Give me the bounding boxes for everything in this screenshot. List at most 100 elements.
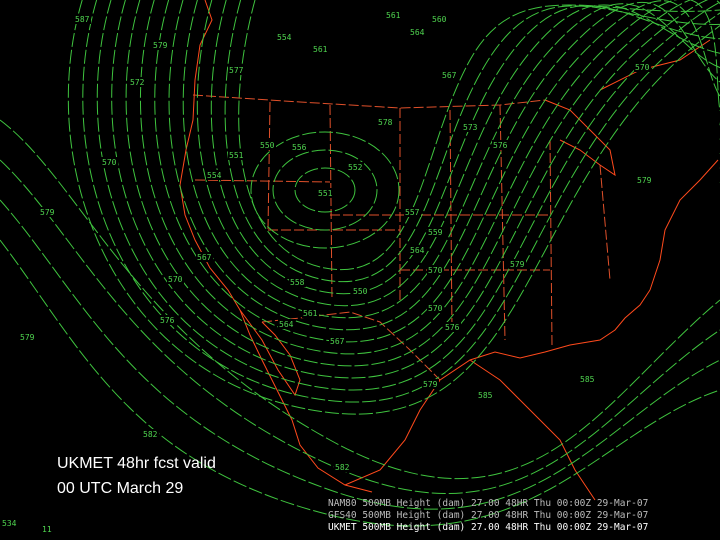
legend-line: NAM80 500MB Height (dam) 27.00 48HR Thu … [328, 498, 648, 509]
contour-label: 579 [40, 208, 55, 217]
label-backdrop [317, 188, 334, 198]
contour-line [196, 0, 720, 307]
contour-label: 579 [20, 333, 35, 342]
contour-line [182, 0, 720, 319]
contour-label: 550 [260, 141, 275, 150]
label-backdrop [291, 142, 308, 152]
label-backdrop [312, 44, 329, 54]
label-backdrop [509, 259, 526, 269]
caption-line: UKMET 48hr fcst valid [57, 455, 216, 472]
yucatan [469, 359, 596, 501]
contour-label: 550 [353, 287, 368, 296]
contour-line [272, 149, 378, 231]
us-mexico-border [261, 311, 441, 381]
label-backdrop [492, 140, 509, 150]
contour-line [96, 0, 720, 391]
contour-line [294, 167, 356, 213]
label-backdrop [334, 462, 351, 472]
contour-label: 582 [335, 463, 350, 472]
corner-label: 11 [42, 525, 52, 534]
label-backdrop [329, 336, 346, 346]
label-backdrop [636, 175, 653, 185]
label-backdrop [74, 14, 91, 24]
contour-label: 579 [510, 260, 525, 269]
label-backdrop [196, 252, 213, 262]
label-backdrop [377, 117, 394, 127]
label-backdrop [289, 277, 306, 287]
label-backdrop [427, 303, 444, 313]
label-backdrop [634, 62, 651, 72]
label-backdrop [259, 140, 276, 150]
label-backdrop [101, 157, 118, 167]
contour-label: 576 [445, 323, 460, 332]
caption-line: 00 UTC March 29 [57, 480, 183, 497]
label-backdrop [427, 227, 444, 237]
contour-line [82, 0, 720, 403]
contour-label: 585 [478, 391, 493, 400]
label-backdrop [431, 14, 448, 24]
contour-line [0, 239, 720, 527]
contour-label: 551 [229, 151, 244, 160]
contour-label: 554 [207, 171, 222, 180]
contour-label: 570 [168, 275, 183, 284]
contour-line [250, 131, 400, 249]
label-backdrop [142, 429, 159, 439]
contour-label: 559 [428, 228, 443, 237]
state-lines [194, 101, 611, 346]
geography [179, 0, 719, 501]
contour-label: 561 [313, 45, 328, 54]
contour-label: 570 [635, 63, 650, 72]
baja [239, 309, 301, 397]
contour-line [0, 159, 720, 494]
contour-label: 579 [423, 380, 438, 389]
contour-line [139, 0, 720, 355]
contour-line [0, 199, 720, 510]
east-coast [649, 159, 719, 291]
contour-label: 564 [279, 320, 294, 329]
contour-label: 551 [318, 189, 333, 198]
label-backdrop [228, 150, 245, 160]
legend-line: GFS40 500MB Height (dam) 27.00 48HR Thu … [328, 510, 648, 521]
west-coast [179, 0, 373, 493]
label-backdrop [409, 27, 426, 37]
contour-label: 556 [292, 143, 307, 152]
contour-label: 578 [378, 118, 393, 127]
label-backdrop [152, 40, 169, 50]
label-backdrop [462, 122, 479, 132]
label-backdrop [228, 65, 245, 75]
corner-label: 534 [2, 519, 17, 528]
contour-line [111, 0, 720, 379]
label-backdrop [276, 32, 293, 42]
contour-label: 570 [102, 158, 117, 167]
contour-label: 558 [290, 278, 305, 287]
label-backdrop [206, 170, 223, 180]
contour-label: 567 [442, 71, 457, 80]
contour-label: 560 [432, 15, 447, 24]
legend-line: UKMET 500MB Height (dam) 27.00 48HR Thu … [328, 522, 648, 533]
gulf-coast [344, 289, 651, 486]
contour-labels: 587 579 577 572 570 579 576 579 582 582 561 554 561 5… [19, 10, 653, 472]
us-canada-border [192, 94, 546, 109]
contour-label: 564 [410, 246, 425, 255]
label-backdrop [302, 308, 319, 318]
contour-label: 577 [229, 66, 244, 75]
label-backdrop [422, 379, 439, 389]
contour-label: 587 [75, 15, 90, 24]
contour-label: 576 [160, 316, 175, 325]
contour-label: 554 [277, 33, 292, 42]
label-backdrop [167, 274, 184, 284]
contour-label: 567 [197, 253, 212, 262]
contour-label: 561 [303, 309, 318, 318]
label-backdrop [352, 286, 369, 296]
contour-label: 573 [463, 123, 478, 132]
label-backdrop [477, 390, 494, 400]
contour-line [0, 119, 720, 480]
label-backdrop [404, 207, 421, 217]
label-backdrop [427, 265, 444, 275]
label-backdrop [385, 10, 402, 20]
contour-label: 567 [330, 337, 345, 346]
label-backdrop [347, 162, 364, 172]
contours [0, 0, 720, 527]
label-backdrop [441, 70, 458, 80]
